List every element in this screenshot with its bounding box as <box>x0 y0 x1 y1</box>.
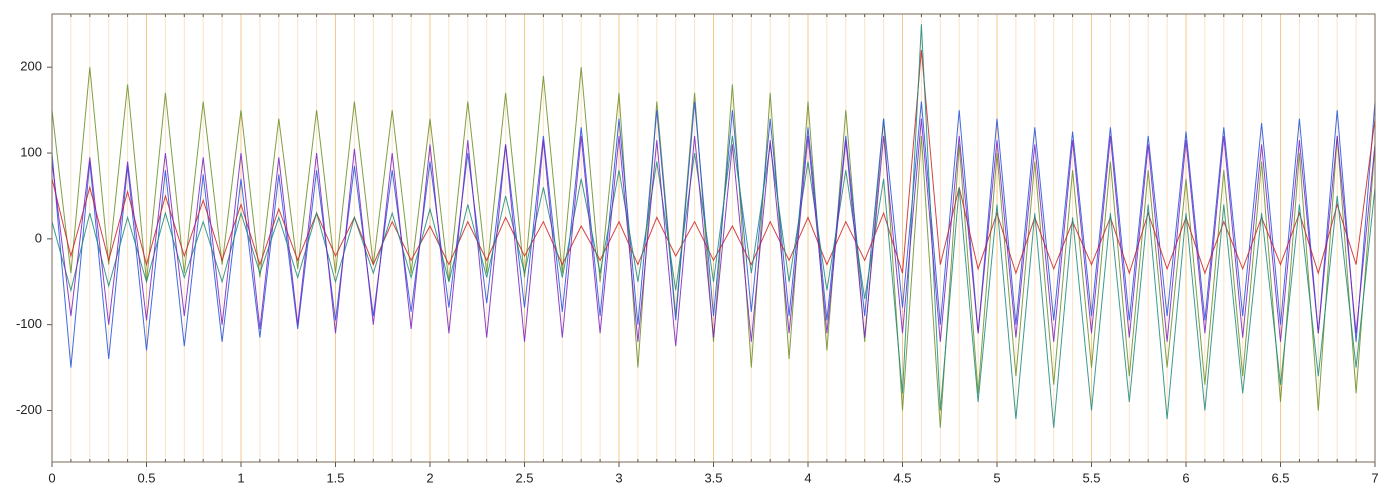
signal-line <box>51 24 1376 428</box>
x-tick-label: 3.5 <box>704 470 722 485</box>
x-tick-label: 6.5 <box>1271 470 1289 485</box>
x-tick-label: 1 <box>237 470 244 485</box>
y-tick-label: 0 <box>35 230 42 245</box>
x-tick-label: 3 <box>615 470 622 485</box>
x-tick-label: 6 <box>1182 470 1189 485</box>
signal-line <box>51 118 1376 347</box>
plot-frame <box>51 13 1376 463</box>
signal-line <box>51 50 1376 275</box>
x-tick-label: 0 <box>48 470 55 485</box>
x-tick-label: 2 <box>426 470 433 485</box>
y-tick-label: -100 <box>16 316 42 331</box>
x-tick-label: 4 <box>804 470 811 485</box>
x-tick-label: 4.5 <box>893 470 911 485</box>
signal-line <box>51 67 1376 428</box>
y-tick-label: -200 <box>16 402 42 417</box>
x-tick-label: 7 <box>1371 470 1378 485</box>
x-tick-label: 5 <box>993 470 1000 485</box>
y-tick-label: 100 <box>20 144 42 159</box>
y-tick-label: 200 <box>20 59 42 74</box>
x-tick-label: 1.5 <box>326 470 344 485</box>
x-tick-label: 0.5 <box>137 470 155 485</box>
x-tick-label: 2.5 <box>515 470 533 485</box>
x-tick-label: 5.5 <box>1082 470 1100 485</box>
